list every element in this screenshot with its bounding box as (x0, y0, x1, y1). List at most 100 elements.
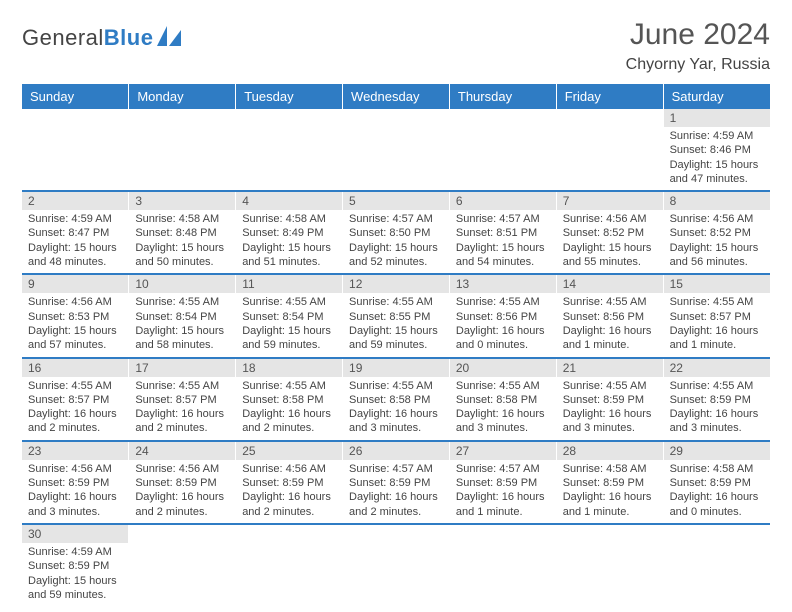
sunrise: Sunrise: 4:57 AM (456, 212, 550, 226)
daylight: Daylight: 16 hours and 3 minutes. (456, 407, 550, 436)
calendar-table: Sunday Monday Tuesday Wednesday Thursday… (22, 84, 770, 606)
calendar-row: 9Sunrise: 4:56 AMSunset: 8:53 PMDaylight… (22, 274, 770, 357)
daynum (664, 525, 770, 543)
daylight: Daylight: 15 hours and 50 minutes. (135, 241, 229, 270)
daynum (557, 109, 663, 127)
sunrise: Sunrise: 4:56 AM (670, 212, 764, 226)
weekday-sat: Saturday (663, 84, 770, 109)
sunset: Sunset: 8:59 PM (456, 476, 550, 490)
daylight: Daylight: 16 hours and 1 minute. (670, 324, 764, 353)
daynum: 24 (129, 442, 235, 460)
sunset: Sunset: 8:54 PM (135, 310, 229, 324)
calendar-cell: 25Sunrise: 4:56 AMSunset: 8:59 PMDayligh… (236, 441, 343, 524)
daybody: Sunrise: 4:55 AMSunset: 8:55 PMDaylight:… (343, 293, 449, 356)
logo-word1: General (22, 25, 104, 50)
sunset: Sunset: 8:50 PM (349, 226, 443, 240)
sunrise: Sunrise: 4:55 AM (349, 379, 443, 393)
sunrise: Sunrise: 4:59 AM (28, 545, 122, 559)
daynum: 29 (664, 442, 770, 460)
daybody: Sunrise: 4:55 AMSunset: 8:56 PMDaylight:… (450, 293, 556, 356)
sunset: Sunset: 8:58 PM (242, 393, 336, 407)
calendar-cell: 8Sunrise: 4:56 AMSunset: 8:52 PMDaylight… (663, 191, 770, 274)
daynum: 16 (22, 359, 128, 377)
daybody: Sunrise: 4:55 AMSunset: 8:54 PMDaylight:… (129, 293, 235, 356)
sunrise: Sunrise: 4:58 AM (563, 462, 657, 476)
calendar-cell: 9Sunrise: 4:56 AMSunset: 8:53 PMDaylight… (22, 274, 129, 357)
daynum: 17 (129, 359, 235, 377)
daylight: Daylight: 16 hours and 0 minutes. (670, 490, 764, 519)
title-block: June 2024 Chyorny Yar, Russia (626, 18, 770, 74)
daynum: 30 (22, 525, 128, 543)
daylight: Daylight: 15 hours and 52 minutes. (349, 241, 443, 270)
sunset: Sunset: 8:56 PM (456, 310, 550, 324)
sunset: Sunset: 8:58 PM (456, 393, 550, 407)
calendar-cell: 2Sunrise: 4:59 AMSunset: 8:47 PMDaylight… (22, 191, 129, 274)
sunrise: Sunrise: 4:55 AM (563, 379, 657, 393)
daynum: 9 (22, 275, 128, 293)
sunrise: Sunrise: 4:55 AM (456, 379, 550, 393)
daybody: Sunrise: 4:55 AMSunset: 8:54 PMDaylight:… (236, 293, 342, 356)
sunset: Sunset: 8:48 PM (135, 226, 229, 240)
daybody: Sunrise: 4:55 AMSunset: 8:59 PMDaylight:… (664, 377, 770, 440)
sunrise: Sunrise: 4:56 AM (135, 462, 229, 476)
daylight: Daylight: 16 hours and 2 minutes. (242, 490, 336, 519)
daybody: Sunrise: 4:57 AMSunset: 8:51 PMDaylight:… (450, 210, 556, 273)
daynum (450, 525, 556, 543)
daynum: 8 (664, 192, 770, 210)
weekday-header-row: Sunday Monday Tuesday Wednesday Thursday… (22, 84, 770, 109)
daynum: 28 (557, 442, 663, 460)
calendar-cell (556, 524, 663, 606)
daynum: 20 (450, 359, 556, 377)
daybody (557, 127, 663, 183)
logo-text: GeneralBlue (22, 25, 153, 51)
calendar-cell (343, 109, 450, 191)
header: GeneralBlue June 2024 Chyorny Yar, Russi… (22, 18, 770, 74)
weekday-tue: Tuesday (236, 84, 343, 109)
daylight: Daylight: 15 hours and 55 minutes. (563, 241, 657, 270)
daylight: Daylight: 15 hours and 51 minutes. (242, 241, 336, 270)
calendar-cell: 12Sunrise: 4:55 AMSunset: 8:55 PMDayligh… (343, 274, 450, 357)
daynum: 3 (129, 192, 235, 210)
sunset: Sunset: 8:56 PM (563, 310, 657, 324)
sunset: Sunset: 8:51 PM (456, 226, 550, 240)
daylight: Daylight: 16 hours and 1 minute. (563, 490, 657, 519)
calendar-cell (556, 109, 663, 191)
calendar-cell: 10Sunrise: 4:55 AMSunset: 8:54 PMDayligh… (129, 274, 236, 357)
sunset: Sunset: 8:59 PM (349, 476, 443, 490)
daynum: 14 (557, 275, 663, 293)
calendar-cell: 20 Sunrise: 4:55 AMSunset: 8:58 PMDayligh… (449, 358, 556, 441)
daynum: 23 (22, 442, 128, 460)
daybody: Sunrise: 4:55 AMSunset: 8:57 PMDaylight:… (129, 377, 235, 440)
daybody (129, 127, 235, 183)
daybody (22, 127, 128, 183)
daybody: Sunrise: 4:55 AMSunset: 8:58 PMDaylight:… (236, 377, 342, 440)
calendar-row: 2Sunrise: 4:59 AMSunset: 8:47 PMDaylight… (22, 191, 770, 274)
daybody: Sunrise: 4:58 AMSunset: 8:48 PMDaylight:… (129, 210, 235, 273)
daybody (450, 543, 556, 599)
daylight: Daylight: 15 hours and 48 minutes. (28, 241, 122, 270)
daylight: Daylight: 16 hours and 0 minutes. (456, 324, 550, 353)
daybody: Sunrise: 4:57 AMSunset: 8:59 PMDaylight:… (343, 460, 449, 523)
daynum (450, 109, 556, 127)
daynum: 27 (450, 442, 556, 460)
calendar-cell: 30Sunrise: 4:59 AMSunset: 8:59 PMDayligh… (22, 524, 129, 606)
sunset: Sunset: 8:59 PM (563, 393, 657, 407)
calendar-row: 30Sunrise: 4:59 AMSunset: 8:59 PMDayligh… (22, 524, 770, 606)
sunrise: Sunrise: 4:55 AM (242, 379, 336, 393)
daynum: 1 (664, 109, 770, 127)
sunrise: Sunrise: 4:55 AM (135, 379, 229, 393)
sunrise: Sunrise: 4:55 AM (135, 295, 229, 309)
daylight: Daylight: 16 hours and 2 minutes. (135, 490, 229, 519)
daynum: 21 (557, 359, 663, 377)
sunset: Sunset: 8:59 PM (135, 476, 229, 490)
daynum: 26 (343, 442, 449, 460)
daybody: Sunrise: 4:56 AMSunset: 8:52 PMDaylight:… (557, 210, 663, 273)
daylight: Daylight: 15 hours and 57 minutes. (28, 324, 122, 353)
location: Chyorny Yar, Russia (626, 56, 770, 74)
sunset: Sunset: 8:49 PM (242, 226, 336, 240)
calendar-cell: 16Sunrise: 4:55 AMSunset: 8:57 PMDayligh… (22, 358, 129, 441)
daynum: 4 (236, 192, 342, 210)
sunrise: Sunrise: 4:55 AM (242, 295, 336, 309)
sunrise: Sunrise: 4:59 AM (28, 212, 122, 226)
daylight: Daylight: 16 hours and 3 minutes. (563, 407, 657, 436)
